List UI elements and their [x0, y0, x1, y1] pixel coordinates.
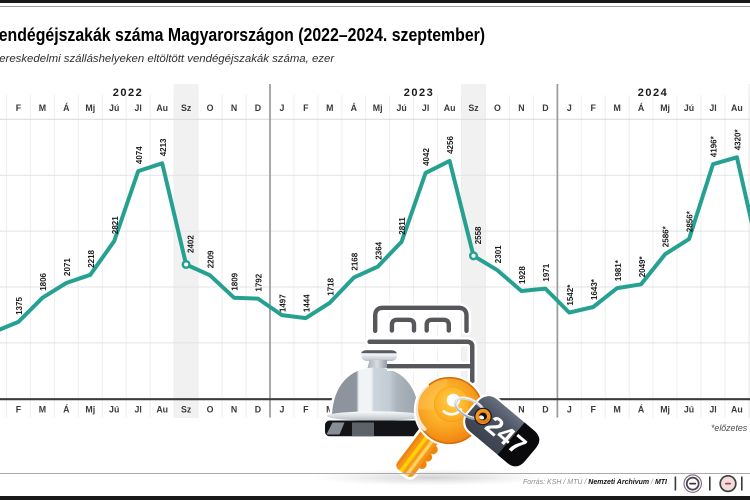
- svg-text:Jú: Jú: [109, 103, 119, 113]
- svg-text:Jú: Jú: [684, 103, 694, 113]
- svg-text:4256: 4256: [446, 136, 455, 154]
- svg-text:Au: Au: [731, 404, 743, 414]
- svg-text:Au: Au: [156, 103, 168, 113]
- svg-text:2301: 2301: [494, 245, 503, 263]
- svg-text:Au: Au: [731, 103, 743, 113]
- svg-text:1792: 1792: [255, 273, 264, 291]
- svg-text:J: J: [279, 103, 284, 113]
- svg-text:Mj: Mj: [660, 103, 670, 113]
- svg-text:2821: 2821: [111, 216, 120, 234]
- svg-text:Mj: Mj: [85, 103, 95, 113]
- svg-text:Au: Au: [444, 103, 456, 113]
- svg-text:N: N: [231, 404, 237, 414]
- svg-text:N: N: [231, 103, 237, 113]
- svg-text:1718: 1718: [326, 277, 335, 295]
- svg-text:Sz: Sz: [468, 103, 479, 113]
- svg-text:2811: 2811: [398, 217, 407, 235]
- svg-text:4196*: 4196*: [710, 135, 719, 157]
- svg-text:1928: 1928: [518, 266, 527, 284]
- svg-text:2364: 2364: [374, 241, 383, 259]
- svg-text:2022: 2022: [113, 87, 143, 99]
- svg-text:Jú: Jú: [396, 103, 406, 113]
- svg-text:J: J: [567, 404, 572, 414]
- svg-text:Mj: Mj: [660, 404, 670, 414]
- svg-text:Mj: Mj: [373, 103, 383, 113]
- svg-text:1375: 1375: [15, 297, 24, 315]
- svg-text:F: F: [591, 404, 597, 414]
- svg-text:N: N: [518, 404, 524, 414]
- svg-text:M: M: [614, 404, 621, 414]
- svg-text:2856*: 2856*: [686, 210, 695, 232]
- svg-text:Jl: Jl: [709, 404, 716, 414]
- svg-text:1806: 1806: [39, 272, 48, 290]
- svg-text:F: F: [303, 103, 309, 113]
- svg-text:4074: 4074: [135, 146, 144, 164]
- svg-text:N: N: [518, 103, 524, 113]
- svg-text:2402: 2402: [186, 235, 195, 253]
- svg-text:1971: 1971: [542, 263, 551, 281]
- svg-text:Mj: Mj: [85, 404, 95, 414]
- svg-text:1981*: 1981*: [614, 259, 623, 281]
- svg-text:J: J: [567, 103, 572, 113]
- svg-text:Sz: Sz: [181, 103, 192, 113]
- svg-text:O: O: [494, 103, 501, 113]
- svg-text:1643*: 1643*: [590, 278, 599, 300]
- svg-text:2218: 2218: [87, 249, 96, 267]
- svg-text:1444: 1444: [302, 294, 311, 312]
- svg-text:Á: Á: [351, 103, 358, 113]
- svg-text:O: O: [207, 103, 214, 113]
- svg-text:Jl: Jl: [422, 103, 429, 113]
- svg-text:J: J: [279, 404, 284, 414]
- svg-text:F: F: [303, 404, 309, 414]
- svg-text:D: D: [542, 404, 548, 414]
- svg-text:Jl: Jl: [709, 103, 716, 113]
- svg-text:D: D: [255, 103, 261, 113]
- svg-text:D: D: [255, 404, 261, 414]
- svg-text:2558: 2558: [474, 226, 483, 244]
- svg-text:D: D: [542, 103, 548, 113]
- svg-text:1497: 1497: [279, 294, 288, 312]
- svg-text:F: F: [16, 103, 22, 113]
- svg-text:Jl: Jl: [135, 103, 142, 113]
- svg-text:4213: 4213: [159, 138, 168, 156]
- svg-text:4042: 4042: [422, 148, 431, 166]
- svg-text:Á: Á: [63, 103, 70, 113]
- svg-text:F: F: [591, 103, 597, 113]
- svg-text:2168: 2168: [350, 252, 359, 270]
- svg-text:2071: 2071: [63, 258, 72, 276]
- svg-text:O: O: [207, 404, 214, 414]
- svg-text:Jú: Jú: [109, 404, 119, 414]
- svg-text:M: M: [39, 404, 46, 414]
- svg-text:Au: Au: [156, 404, 168, 414]
- svg-text:2586*: 2586*: [662, 225, 671, 247]
- svg-text:2024: 2024: [638, 87, 668, 99]
- svg-text:M: M: [39, 103, 46, 113]
- svg-text:Á: Á: [638, 103, 645, 113]
- svg-text:M: M: [326, 103, 333, 113]
- svg-text:Jú: Jú: [684, 404, 694, 414]
- svg-text:Sz: Sz: [181, 404, 192, 414]
- svg-text:Jl: Jl: [135, 404, 142, 414]
- svg-text:M: M: [614, 103, 621, 113]
- svg-text:2049*: 2049*: [638, 256, 647, 278]
- svg-text:4320*: 4320*: [734, 129, 743, 151]
- svg-text:1542*: 1542*: [566, 284, 575, 306]
- svg-text:F: F: [16, 404, 22, 414]
- svg-text:Á: Á: [638, 404, 645, 414]
- svg-text:Á: Á: [63, 404, 70, 414]
- svg-text:2209: 2209: [207, 250, 216, 268]
- svg-text:M: M: [326, 404, 333, 414]
- svg-text:2023: 2023: [404, 87, 434, 99]
- svg-text:1809: 1809: [231, 272, 240, 290]
